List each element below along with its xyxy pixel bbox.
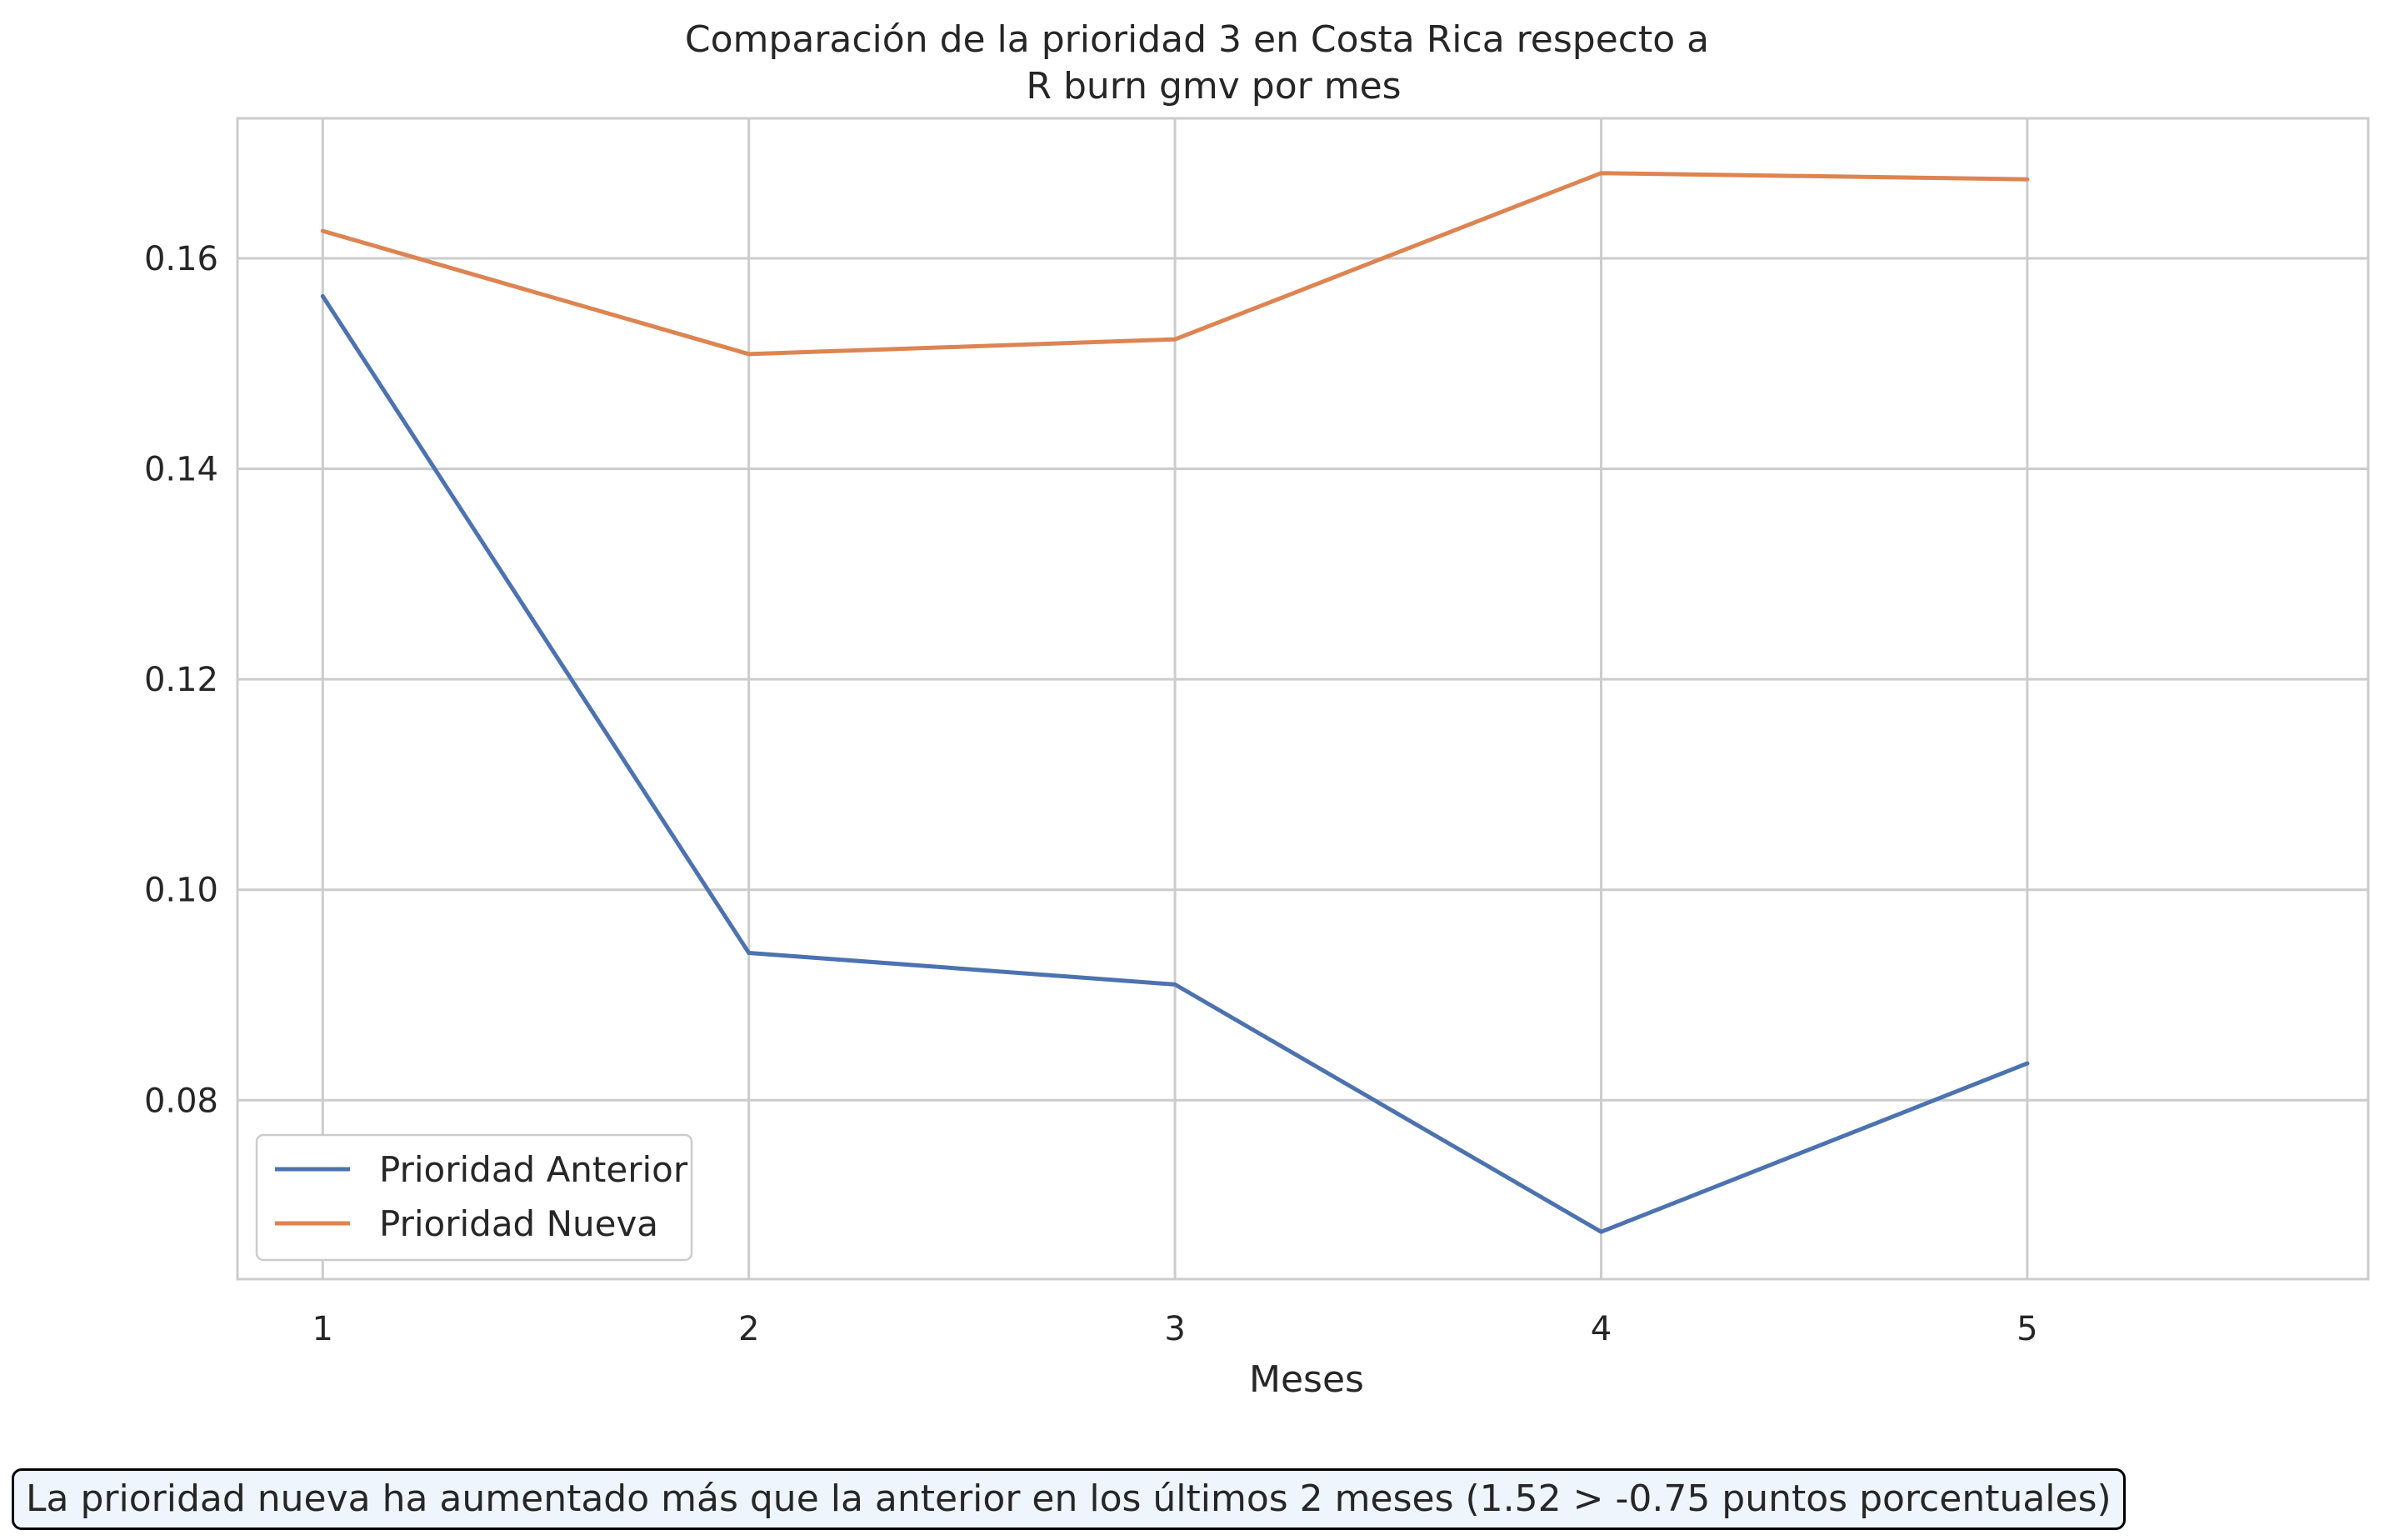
plot-frame	[236, 117, 2370, 1281]
y-tick-label: 0.08	[144, 1082, 218, 1120]
legend-label-anterior: Prioridad Anterior	[379, 1149, 688, 1190]
grid-lines	[237, 118, 2368, 1279]
x-tick-label: 3	[1164, 1310, 1185, 1348]
x-tick-label: 1	[312, 1310, 333, 1348]
y-tick-label: 0.16	[144, 240, 218, 278]
series-lines	[320, 171, 2030, 1234]
series-line-nueva	[320, 171, 2030, 357]
x-tick-labels: 1 2 3 4 5	[312, 1310, 2038, 1348]
legend-box	[255, 1133, 693, 1262]
y-tick-label: 0.14	[144, 451, 218, 489]
y-tick-label: 0.10	[144, 872, 218, 910]
series-line-anterior	[320, 293, 2030, 1234]
chart-subtitle: R burn gmv por mes	[1026, 65, 1402, 108]
y-tick-label: 0.12	[144, 661, 218, 699]
x-tick-label: 2	[738, 1310, 759, 1348]
x-tick-label: 5	[2017, 1310, 2037, 1348]
legend: Prioridad Anterior Prioridad Nueva	[255, 1133, 693, 1262]
y-tick-labels: 0.08 0.10 0.12 0.14 0.16	[144, 240, 218, 1120]
annotation-box: La prioridad nueva ha aumentado más que …	[12, 1468, 2126, 1530]
x-axis-label: Meses	[1249, 1358, 1364, 1401]
x-tick-label: 4	[1591, 1310, 1612, 1348]
legend-label-nueva: Prioridad Nueva	[379, 1203, 658, 1244]
chart-title: Comparación de la prioridad 3 en Costa R…	[684, 18, 1710, 61]
